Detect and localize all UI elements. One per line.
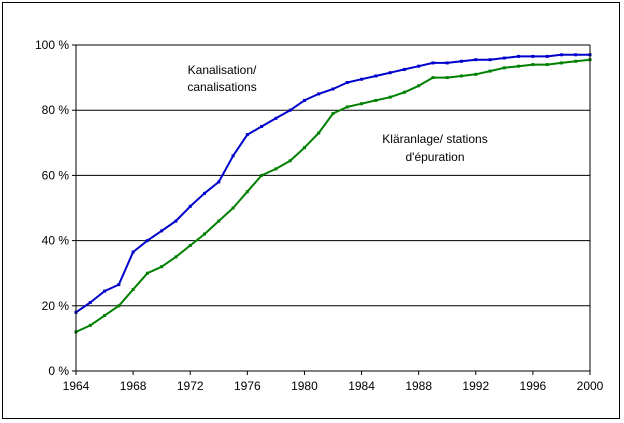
data-point-treatment: [460, 74, 463, 78]
data-point-sewer: [460, 59, 463, 63]
data-point-sewer: [431, 61, 435, 65]
data-point-sewer: [131, 250, 135, 254]
data-point-sewer: [417, 64, 421, 68]
data-point-sewer: [488, 58, 492, 62]
data-point-sewer: [174, 219, 178, 223]
data-point-sewer: [145, 239, 149, 243]
x-tick-label: 1972: [177, 379, 204, 393]
data-point-sewer: [502, 56, 506, 60]
series-line-sewer: [75, 53, 590, 314]
data-point-treatment: [260, 173, 264, 177]
data-point-sewer: [245, 133, 249, 137]
data-point-treatment: [559, 61, 563, 65]
x-tick-label: 1984: [348, 379, 375, 393]
data-point-treatment: [574, 59, 578, 63]
x-tick-label: 1976: [234, 379, 261, 393]
data-point-sewer: [88, 301, 92, 305]
data-point-sewer: [302, 98, 306, 102]
x-tick-label: 1980: [291, 379, 318, 393]
data-point-sewer: [231, 154, 235, 158]
data-point-sewer: [117, 283, 121, 287]
data-point-sewer: [388, 71, 392, 75]
data-point-sewer: [474, 58, 478, 62]
data-point-sewer: [160, 229, 164, 233]
annotation-sewer-line-2: canalisations: [187, 80, 256, 94]
data-point-sewer: [574, 53, 578, 57]
data-point-treatment: [345, 105, 349, 109]
data-point-sewer: [445, 61, 449, 65]
data-point-sewer: [274, 116, 278, 120]
data-point-treatment: [160, 265, 164, 269]
data-point-treatment: [502, 66, 506, 70]
data-point-treatment: [302, 146, 306, 150]
data-point-treatment: [374, 98, 378, 102]
data-point-sewer: [260, 125, 264, 128]
data-point-sewer: [545, 54, 549, 58]
axes-layer: 0 % 20 % 40 % 60 % 80 % 100 % 1964 1968 1972 1976…: [35, 38, 604, 393]
y-tick-label: 80 %: [42, 103, 70, 117]
x-tick-label: 1988: [405, 379, 432, 393]
data-point-treatment: [431, 76, 435, 80]
data-point-treatment: [131, 288, 135, 291]
y-tick-label: 0 %: [48, 364, 69, 378]
x-tick-label: 2000: [577, 379, 604, 393]
data-point-sewer: [345, 80, 349, 84]
data-point-sewer: [317, 92, 321, 96]
data-point-sewer: [203, 191, 206, 195]
data-point-treatment: [88, 323, 92, 327]
grid-layer: [76, 44, 590, 307]
data-point-treatment: [331, 111, 335, 115]
data-point-treatment: [517, 64, 521, 68]
data-point-treatment: [402, 90, 406, 94]
y-tick-label: 20 %: [42, 299, 70, 313]
data-point-treatment: [360, 102, 364, 106]
data-point-sewer: [517, 54, 521, 58]
x-tick-label: 1996: [520, 379, 547, 393]
data-point-treatment: [231, 206, 235, 210]
data-point-treatment: [288, 159, 292, 163]
annotation-layer: Kanalisation/ canalisations Kläranlage/ …: [187, 63, 487, 164]
data-point-sewer: [331, 87, 335, 91]
data-point-sewer: [288, 108, 292, 112]
annotation-sewer-line-1: Kanalisation/: [188, 63, 257, 77]
data-point-treatment: [103, 314, 107, 318]
data-point-treatment: [245, 190, 249, 194]
data-point-sewer: [103, 289, 107, 293]
data-point-treatment: [545, 63, 549, 67]
data-point-sewer: [559, 53, 563, 57]
y-tick-label: 60 %: [42, 168, 70, 182]
data-point-treatment: [174, 255, 178, 259]
series-line-treatment: [75, 58, 591, 333]
data-point-treatment: [488, 69, 492, 73]
data-point-treatment: [274, 167, 278, 171]
x-tick-label: 1964: [63, 379, 90, 393]
data-point-treatment: [145, 271, 149, 275]
data-point-sewer: [188, 204, 192, 208]
data-point-treatment: [445, 76, 449, 80]
data-point-sewer: [402, 67, 406, 71]
annotation-treatment-line-2: d'épuration: [405, 150, 464, 164]
x-tick-label: 1992: [462, 379, 489, 393]
data-point-treatment: [117, 304, 121, 308]
data-point-sewer: [374, 74, 378, 78]
y-tick-label: 40 %: [42, 234, 70, 248]
data-point-treatment: [388, 95, 392, 99]
data-point-sewer: [531, 54, 535, 58]
y-tick-label: 100 %: [35, 38, 69, 52]
data-point-treatment: [531, 63, 535, 67]
x-tick-label: 1968: [120, 379, 147, 393]
data-point-treatment: [188, 243, 192, 247]
data-point-sewer: [217, 180, 221, 184]
data-point-treatment: [317, 131, 321, 135]
chart-frame: [2, 2, 620, 419]
data-point-treatment: [203, 232, 206, 236]
data-point-sewer: [360, 77, 364, 81]
data-point-treatment: [217, 219, 221, 223]
annotation-treatment-line-1: Kläranlage/ stations: [382, 132, 487, 146]
series-layer: [74, 53, 592, 334]
data-point-treatment: [474, 72, 478, 76]
data-point-treatment: [417, 84, 421, 88]
